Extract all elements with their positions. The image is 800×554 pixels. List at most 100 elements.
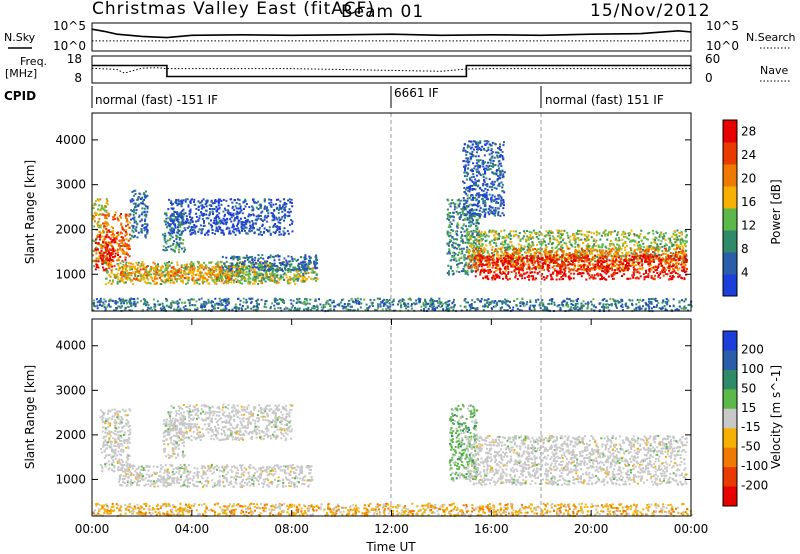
- power-regions-cell: [657, 302, 660, 305]
- power-regions-cell: [225, 307, 228, 310]
- power-regions-cell: [95, 200, 97, 203]
- power-regions-cell: [142, 268, 145, 271]
- power-regions-cell: [132, 213, 135, 216]
- power-regions-cell: [468, 140, 471, 143]
- power-regions-cell: [110, 240, 113, 243]
- power-regions-cell: [243, 230, 246, 232]
- power-regions-cell: [124, 242, 127, 245]
- power-regions-cell: [175, 238, 178, 241]
- power-regions-cell: [465, 192, 468, 195]
- power-regions-cell: [267, 230, 269, 233]
- power-regions-cell: [316, 305, 319, 308]
- power-regions-cell: [129, 233, 131, 236]
- power-regions-cell: [594, 245, 597, 247]
- power-regions-cell: [229, 232, 232, 235]
- power-regions-cell: [565, 303, 568, 305]
- power-regions-cell: [477, 142, 480, 145]
- power-regions-cell: [466, 172, 469, 175]
- power-regions-cell: [225, 223, 228, 226]
- power-regions-cell: [197, 230, 200, 233]
- power-regions-cell: [173, 229, 176, 231]
- power-regions-cell: [610, 303, 613, 305]
- power-regions-cell: [198, 214, 201, 217]
- power-regions-cell: [209, 268, 212, 271]
- power-regions-cell: [268, 229, 271, 232]
- power-regions-cell: [204, 272, 207, 275]
- power-regions-cell: [238, 272, 241, 275]
- power-regions-cell: [264, 306, 267, 309]
- power-regions-cell: [491, 206, 494, 209]
- power-regions-cell: [279, 277, 282, 280]
- power-regions-cell: [461, 234, 464, 237]
- power-regions-cell: [257, 276, 260, 279]
- power-regions-cell: [563, 299, 566, 302]
- power-regions-cell: [93, 225, 96, 228]
- power-regions-cell: [668, 241, 671, 244]
- power-regions-cell: [201, 205, 204, 208]
- power-regions-cell: [162, 248, 165, 251]
- power-regions-cell: [169, 232, 172, 235]
- power-regions-cell: [274, 255, 277, 258]
- power-regions-cell: [225, 270, 228, 273]
- power-regions-cell: [186, 281, 189, 284]
- power-regions-cell: [121, 225, 124, 228]
- power-regions-cell: [251, 271, 254, 274]
- power-regions-cell: [170, 302, 173, 305]
- power-regions-cell: [186, 308, 189, 311]
- power-regions-cell: [472, 255, 475, 258]
- power-regions-cell: [535, 249, 538, 252]
- power-regions-cell: [354, 301, 357, 304]
- power-regions-cell: [677, 308, 680, 311]
- power-regions-cell: [193, 282, 196, 285]
- power-regions-cell: [102, 241, 105, 244]
- power-regions-cell: [191, 265, 194, 268]
- power-regions-cell: [303, 268, 306, 271]
- power-regions-cell: [175, 202, 178, 204]
- power-regions-cell: [222, 269, 225, 271]
- power-regions-cell: [138, 215, 141, 218]
- power-regions-cell: [261, 254, 264, 257]
- power-regions-cell: [99, 251, 102, 254]
- power-regions-cell: [244, 219, 247, 222]
- power-regions-cell: [297, 272, 300, 275]
- power-regions-cell: [119, 245, 122, 247]
- power-regions-cell: [106, 214, 109, 217]
- power-regions-cell: [285, 266, 287, 268]
- power-regions-cell: [466, 249, 468, 251]
- power-regions-cell: [212, 221, 215, 224]
- power-regions-cell: [467, 167, 469, 170]
- power-regions-cell: [217, 274, 220, 277]
- power-regions-cell: [181, 274, 184, 277]
- power-regions-cell: [206, 201, 209, 203]
- power-regions-cell: [211, 268, 214, 271]
- power-regions-cell: [213, 219, 216, 222]
- power-regions-cell: [143, 198, 146, 201]
- power-regions-cell: [497, 197, 500, 200]
- power-regions-cell: [282, 298, 284, 301]
- power-regions-cell: [530, 309, 533, 312]
- power-regions-cell: [497, 212, 500, 215]
- power-regions-cell: [288, 260, 291, 263]
- power-regions-cell: [471, 150, 474, 153]
- power-regions-cell: [446, 213, 449, 216]
- power-regions-cell: [538, 304, 541, 307]
- power-regions-cell: [116, 216, 119, 219]
- power-regions-cell: [298, 307, 301, 310]
- power-regions-cell: [192, 279, 195, 282]
- power-regions-cell: [171, 232, 174, 235]
- power-regions-cell: [184, 212, 187, 215]
- power-regions-cell: [173, 282, 176, 285]
- power-regions-cell: [211, 208, 214, 210]
- power-regions-cell: [137, 261, 140, 264]
- power-regions-cell: [212, 301, 215, 304]
- power-regions-cell: [233, 274, 236, 277]
- power-regions-cell: [464, 298, 467, 300]
- power-regions-cell: [291, 269, 294, 271]
- power-regions-cell: [133, 209, 136, 212]
- power-regions-cell: [331, 301, 334, 304]
- power-regions-cell: [456, 238, 459, 241]
- power-regions-cell: [516, 297, 519, 300]
- power-regions-cell: [215, 302, 218, 305]
- cpid-label: CPID: [4, 89, 36, 103]
- power-regions-cell: [235, 256, 238, 259]
